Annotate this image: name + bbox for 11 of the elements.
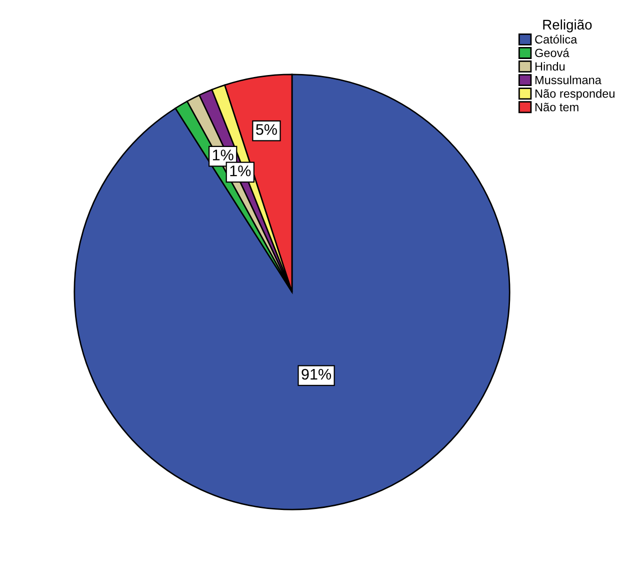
data-label: 1%: [212, 150, 234, 160]
data-label: 5%: [256, 124, 277, 135]
data-label: 91%: [302, 368, 332, 380]
legend-label: Não respondeu: [535, 89, 614, 100]
legend-label: Não tem: [535, 102, 578, 112]
legend-label: Hindu: [535, 62, 565, 71]
legend-label: Geová: [535, 48, 570, 58]
legend-title: Religião: [543, 19, 592, 32]
legend-label: Católica: [535, 34, 578, 44]
data-label: 1%: [230, 166, 251, 176]
legend-label: Mussulmana: [535, 76, 602, 84]
